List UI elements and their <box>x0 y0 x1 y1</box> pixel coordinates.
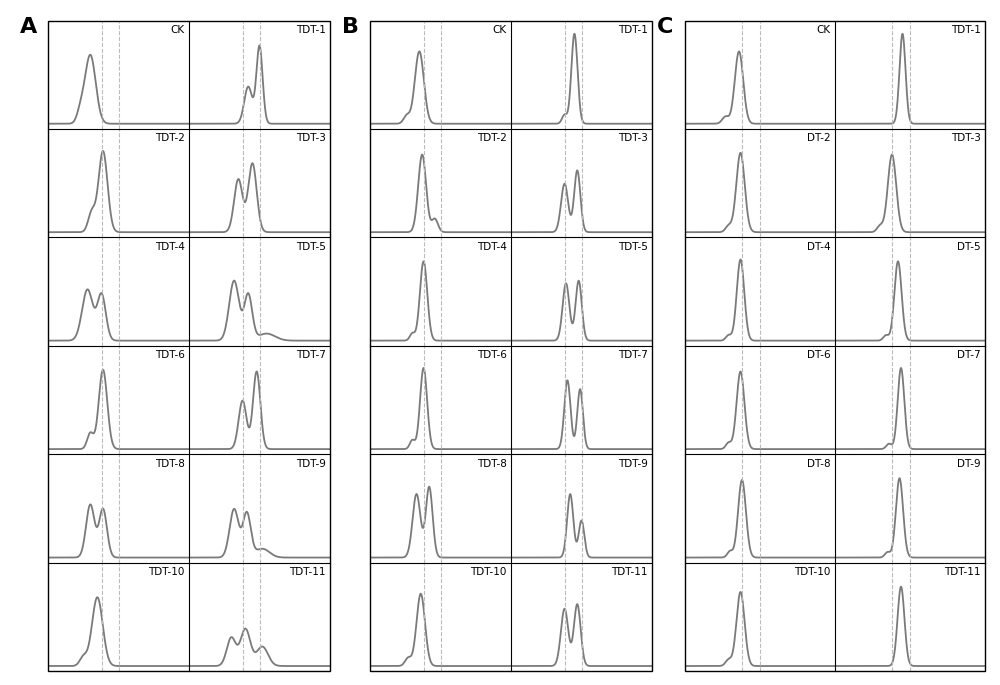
Text: DT-9: DT-9 <box>957 459 980 469</box>
Text: DT-6: DT-6 <box>807 350 830 360</box>
Text: TDT-5: TDT-5 <box>296 242 326 252</box>
Text: TDT-11: TDT-11 <box>944 567 980 577</box>
Text: DT-4: DT-4 <box>807 242 830 252</box>
Text: TDT-10: TDT-10 <box>470 567 507 577</box>
Text: TDT-3: TDT-3 <box>618 134 648 143</box>
Text: TDT-10: TDT-10 <box>148 567 185 577</box>
Text: CK: CK <box>493 25 507 35</box>
Text: TDT-1: TDT-1 <box>951 25 980 35</box>
Text: TDT-2: TDT-2 <box>477 134 507 143</box>
Text: TDT-3: TDT-3 <box>951 134 980 143</box>
Text: TDT-9: TDT-9 <box>296 459 326 469</box>
Text: DT-5: DT-5 <box>957 242 980 252</box>
Text: TDT-7: TDT-7 <box>618 350 648 360</box>
Text: B: B <box>342 17 359 37</box>
Text: TDT-7: TDT-7 <box>296 350 326 360</box>
Text: C: C <box>657 17 673 37</box>
Text: TDT-8: TDT-8 <box>155 459 185 469</box>
Text: TDT-11: TDT-11 <box>289 567 326 577</box>
Text: TDT-11: TDT-11 <box>611 567 648 577</box>
Text: TDT-8: TDT-8 <box>477 459 507 469</box>
Text: TDT-6: TDT-6 <box>155 350 185 360</box>
Text: TDT-4: TDT-4 <box>155 242 185 252</box>
Text: DT-2: DT-2 <box>807 134 830 143</box>
Text: TDT-4: TDT-4 <box>477 242 507 252</box>
Text: TDT-3: TDT-3 <box>296 134 326 143</box>
Text: DT-8: DT-8 <box>807 459 830 469</box>
Text: TDT-1: TDT-1 <box>618 25 648 35</box>
Text: TDT-5: TDT-5 <box>618 242 648 252</box>
Text: TDT-9: TDT-9 <box>618 459 648 469</box>
Text: TDT-6: TDT-6 <box>477 350 507 360</box>
Text: CK: CK <box>171 25 185 35</box>
Text: TDT-10: TDT-10 <box>794 567 830 577</box>
Text: TDT-1: TDT-1 <box>296 25 326 35</box>
Text: CK: CK <box>816 25 830 35</box>
Text: TDT-2: TDT-2 <box>155 134 185 143</box>
Text: A: A <box>20 17 37 37</box>
Text: DT-7: DT-7 <box>957 350 980 360</box>
